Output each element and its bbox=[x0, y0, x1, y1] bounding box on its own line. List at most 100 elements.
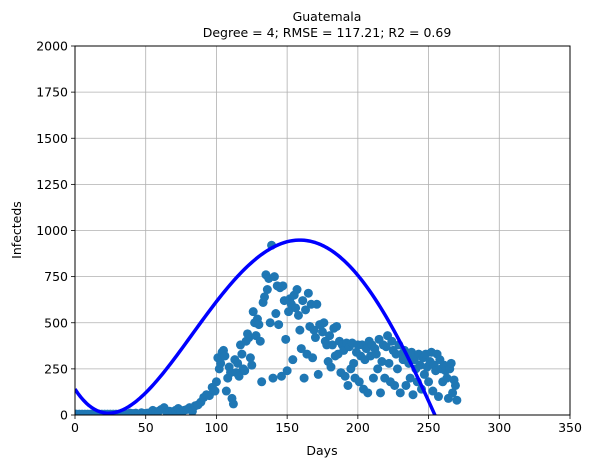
y-tick-label-2: 500 bbox=[44, 315, 68, 330]
x-tick-label-6: 300 bbox=[487, 420, 511, 435]
y-tick-label-5: 1250 bbox=[36, 177, 68, 192]
x-tick-label-4: 200 bbox=[346, 420, 370, 435]
data-point-69 bbox=[237, 349, 247, 359]
data-point-201 bbox=[424, 377, 434, 387]
data-point-214 bbox=[442, 373, 452, 383]
data-point-195 bbox=[415, 360, 425, 370]
data-point-107 bbox=[291, 303, 301, 313]
data-point-189 bbox=[407, 347, 417, 357]
scatter-points bbox=[75, 240, 462, 415]
data-point-185 bbox=[401, 380, 411, 390]
y-tick-label-6: 1500 bbox=[36, 131, 68, 146]
data-point-67 bbox=[234, 371, 244, 381]
data-point-133 bbox=[327, 340, 337, 350]
data-point-87 bbox=[262, 285, 272, 295]
data-point-142 bbox=[340, 371, 350, 381]
chart-title: Guatemala bbox=[293, 9, 362, 24]
y-tick-label-3: 750 bbox=[44, 269, 68, 284]
data-point-198 bbox=[419, 369, 429, 379]
data-point-57 bbox=[220, 351, 230, 361]
x-tick-label-7: 350 bbox=[558, 420, 582, 435]
data-point-171 bbox=[381, 342, 391, 352]
data-point-148 bbox=[349, 358, 359, 368]
data-point-132 bbox=[326, 362, 336, 372]
data-point-112 bbox=[298, 296, 308, 306]
data-point-144 bbox=[343, 380, 353, 390]
data-point-66 bbox=[233, 358, 243, 368]
data-point-109 bbox=[293, 310, 303, 320]
data-point-82 bbox=[255, 336, 265, 346]
data-point-75 bbox=[245, 353, 255, 363]
data-point-81 bbox=[254, 320, 264, 330]
data-point-93 bbox=[271, 309, 281, 319]
data-point-190 bbox=[408, 390, 418, 400]
data-point-123 bbox=[313, 369, 323, 379]
fit-line bbox=[75, 238, 437, 415]
y-tick-label-8: 2000 bbox=[36, 39, 68, 54]
data-point-173 bbox=[384, 358, 394, 368]
data-point-162 bbox=[368, 373, 378, 383]
data-point-208 bbox=[433, 392, 443, 402]
data-point-113 bbox=[299, 373, 309, 383]
x-axis-label: Days bbox=[306, 443, 337, 458]
data-point-91 bbox=[268, 373, 278, 383]
data-point-177 bbox=[390, 380, 400, 390]
data-point-77 bbox=[248, 307, 258, 317]
fit-line-group bbox=[75, 238, 437, 415]
data-point-102 bbox=[284, 307, 294, 317]
data-point-120 bbox=[309, 325, 319, 335]
y-tick-label-0: 0 bbox=[60, 408, 68, 423]
data-point-51 bbox=[211, 377, 221, 387]
data-point-89 bbox=[265, 318, 275, 328]
x-tick-label-3: 150 bbox=[275, 420, 299, 435]
data-point-95 bbox=[274, 320, 284, 330]
data-point-71 bbox=[240, 366, 250, 376]
y-axis: 0 250 500 750 1000 1250 1500 1750 2000 bbox=[36, 39, 75, 423]
data-point-98 bbox=[278, 281, 288, 291]
data-point-122 bbox=[312, 299, 322, 309]
x-tick-label-5: 250 bbox=[417, 420, 441, 435]
data-point-58 bbox=[221, 386, 231, 396]
data-point-218 bbox=[448, 388, 458, 398]
data-point-119 bbox=[308, 353, 318, 363]
data-point-126 bbox=[318, 327, 327, 337]
data-point-121 bbox=[310, 333, 320, 343]
data-point-116 bbox=[303, 288, 313, 298]
data-point-136 bbox=[332, 321, 342, 331]
y-axis-label: Infecteds bbox=[9, 201, 24, 259]
chart-subtitle: Degree = 4; RMSE = 117.21; R2 = 0.69 bbox=[203, 25, 452, 40]
x-tick-label-1: 50 bbox=[138, 420, 154, 435]
data-point-101 bbox=[282, 366, 292, 376]
data-point-179 bbox=[392, 364, 402, 374]
data-point-111 bbox=[296, 344, 306, 354]
data-point-50 bbox=[210, 386, 220, 396]
data-point-204 bbox=[428, 386, 438, 396]
data-point-63 bbox=[228, 399, 238, 409]
data-point-108 bbox=[292, 285, 302, 295]
data-point-105 bbox=[288, 355, 298, 365]
data-point-217 bbox=[446, 358, 456, 368]
data-point-164 bbox=[371, 349, 381, 359]
data-point-127 bbox=[319, 318, 329, 328]
x-tick-label-0: 0 bbox=[71, 420, 79, 435]
data-point-220 bbox=[450, 380, 460, 390]
data-point-92 bbox=[269, 272, 279, 282]
data-point-97 bbox=[276, 371, 286, 381]
data-point-85 bbox=[260, 292, 270, 302]
data-point-158 bbox=[363, 388, 373, 398]
data-point-83 bbox=[257, 377, 267, 387]
y-tick-label-1: 250 bbox=[44, 361, 68, 376]
data-point-152 bbox=[354, 377, 364, 387]
data-point-168 bbox=[377, 356, 387, 366]
data-point-167 bbox=[375, 388, 385, 398]
data-point-188 bbox=[405, 373, 415, 383]
y-tick-label-7: 1750 bbox=[36, 85, 68, 100]
grid bbox=[74, 45, 571, 416]
data-point-100 bbox=[281, 334, 291, 344]
data-point-221 bbox=[452, 395, 462, 405]
x-axis: 0 50 100 150 200 250 300 350 bbox=[71, 415, 582, 435]
x-tick-label-2: 100 bbox=[204, 420, 228, 435]
data-point-76 bbox=[247, 360, 257, 370]
data-point-110 bbox=[295, 325, 305, 335]
